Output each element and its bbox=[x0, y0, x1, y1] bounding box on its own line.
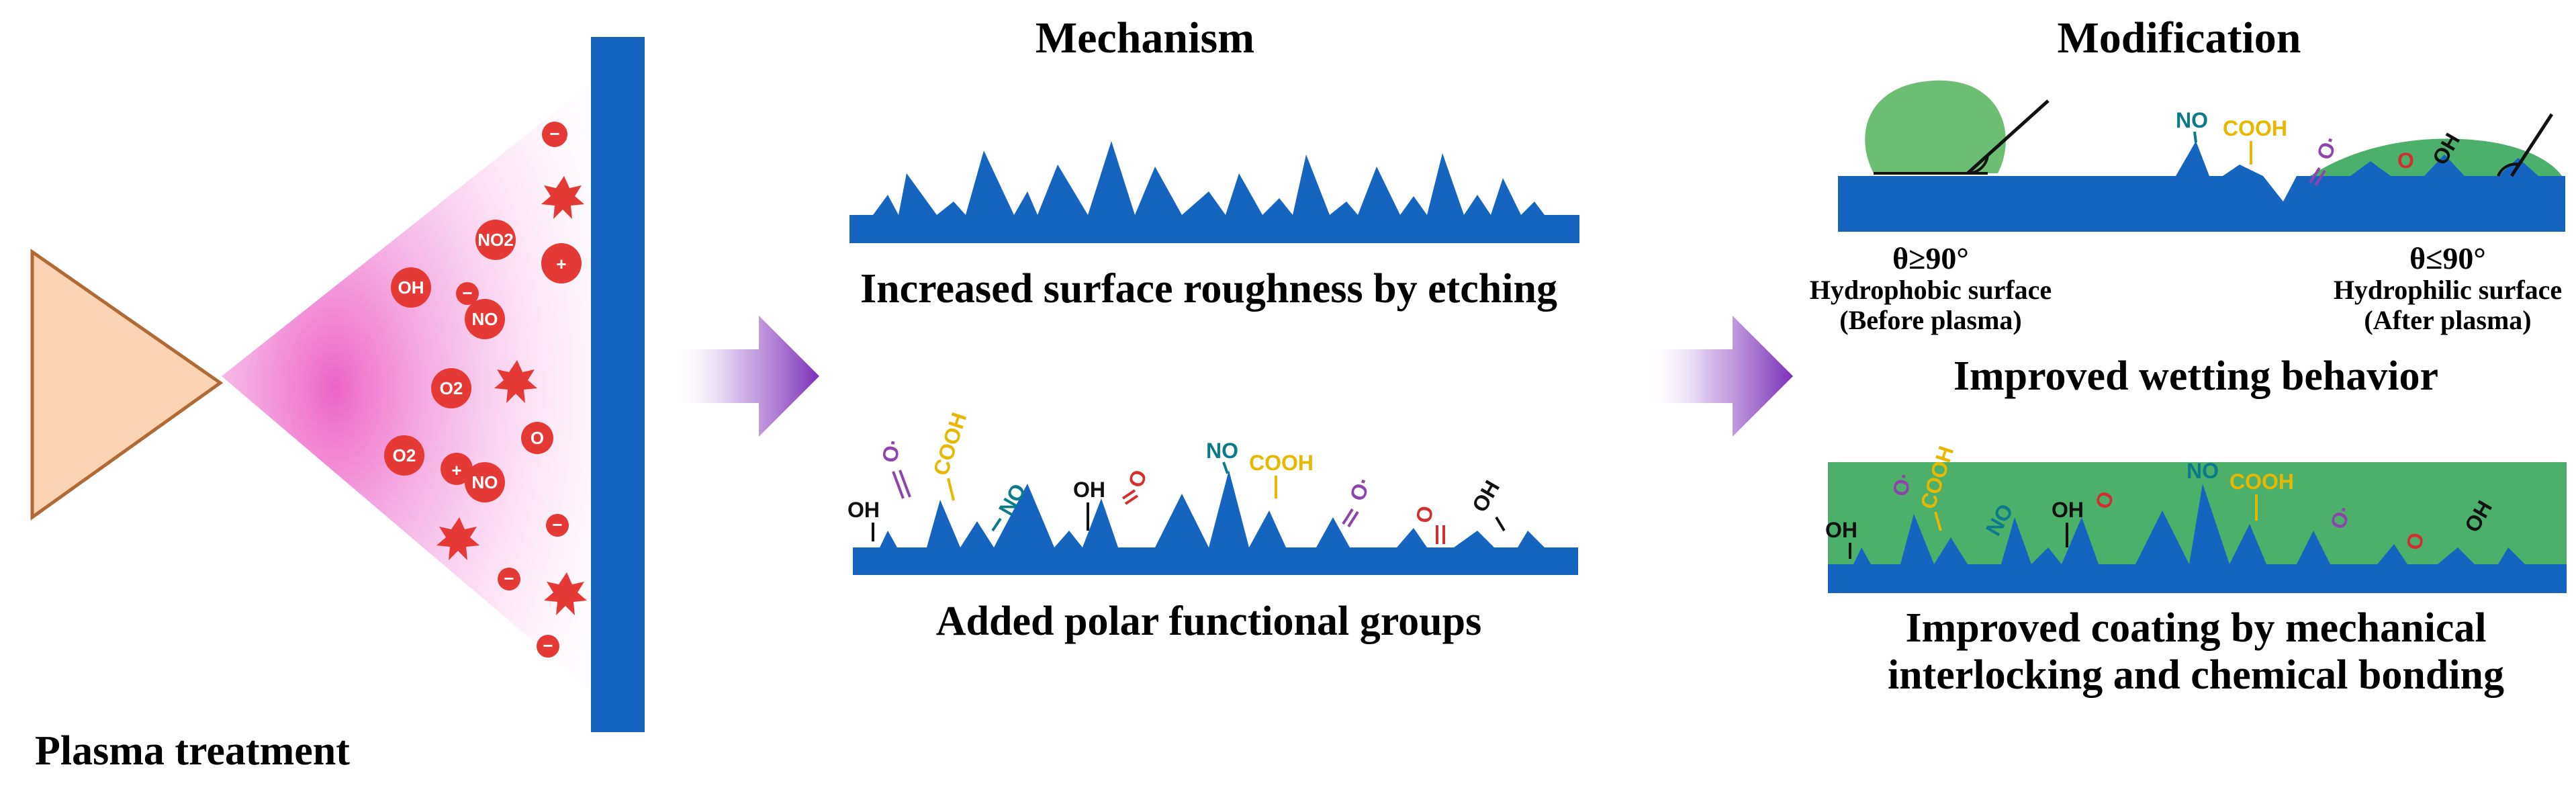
ion-oh: OH bbox=[391, 267, 431, 308]
functionalized-surface bbox=[853, 470, 1578, 575]
bond bbox=[1342, 508, 1354, 525]
hydrophobic-note: (Before plasma) bbox=[1839, 305, 2021, 335]
group-o: O bbox=[2401, 531, 2428, 551]
hydrophilic-note: (After plasma) bbox=[2364, 305, 2531, 335]
bond bbox=[1121, 489, 1136, 500]
plasma-nozzle bbox=[30, 249, 224, 521]
substrate-plate bbox=[591, 37, 645, 732]
ion-no: NO bbox=[465, 299, 505, 339]
group-o: O bbox=[2397, 148, 2414, 173]
roughness-caption: Increased surface roughness by etching bbox=[860, 266, 1557, 312]
plasma-title: Plasma treatment bbox=[35, 728, 350, 774]
ion-o2-label: O2 bbox=[393, 445, 416, 466]
hydrophobic-angle: θ≥90° bbox=[1892, 241, 1969, 275]
group-oh: OH bbox=[1825, 518, 1857, 542]
bond bbox=[892, 471, 905, 499]
ion-o2: O2 bbox=[384, 435, 424, 476]
group-o: O bbox=[1411, 504, 1438, 525]
ion-minus: − bbox=[537, 635, 559, 658]
bond bbox=[2314, 169, 2326, 187]
radical-burst bbox=[544, 572, 587, 615]
bond bbox=[2193, 131, 2197, 143]
ion-o: O bbox=[521, 422, 553, 454]
ion-minus: − bbox=[542, 122, 567, 147]
plasma-cone bbox=[222, 57, 625, 719]
ion-no-label: NO bbox=[472, 309, 498, 329]
ion-minus-label: − bbox=[462, 283, 472, 303]
group-no: NO bbox=[2187, 459, 2219, 483]
arrow-right bbox=[1645, 316, 1793, 437]
bond bbox=[2309, 167, 2321, 184]
ion-o2: O2 bbox=[431, 368, 471, 408]
group-oh: OH bbox=[1073, 478, 1105, 502]
bond bbox=[1222, 461, 1229, 474]
coated-substrate bbox=[1828, 484, 2567, 593]
group-oh: OH bbox=[1467, 476, 1504, 517]
contact-tangent bbox=[2510, 113, 2554, 177]
group-cooh: COOH bbox=[928, 410, 971, 478]
group-no: NO bbox=[1206, 439, 1238, 463]
contact-tangent bbox=[1966, 99, 2050, 175]
ion-o2-label: O2 bbox=[440, 378, 463, 398]
ion-minus-label: − bbox=[552, 515, 562, 535]
bond bbox=[1495, 516, 1506, 532]
angle-arc bbox=[1967, 154, 1989, 175]
rough-surface bbox=[849, 141, 1579, 243]
coating-caption-line2: interlocking and chemical bonding bbox=[1888, 652, 2504, 698]
ion-minus-label: − bbox=[504, 568, 514, 588]
polar-caption: Added polar functional groups bbox=[936, 598, 1482, 644]
bond bbox=[899, 470, 911, 498]
wetting-caption: Improved wetting behavior bbox=[1953, 353, 2438, 399]
group-oh: OH bbox=[2052, 498, 2084, 522]
ion-oh-label: OH bbox=[398, 277, 424, 298]
group-o: O bbox=[1123, 467, 1152, 491]
ion-plus-label: + bbox=[556, 254, 566, 274]
angle-arc bbox=[2497, 163, 2520, 177]
ion-no: NO bbox=[465, 462, 505, 502]
ion-minus-label: − bbox=[549, 124, 559, 144]
hydrophobic-label: Hydrophobic surface bbox=[1810, 275, 2052, 305]
radical-burst bbox=[436, 517, 479, 560]
ion-no-label: NO bbox=[472, 472, 498, 492]
ion-minus-label: − bbox=[543, 635, 553, 656]
radical-burst bbox=[541, 176, 584, 219]
ion-o-label: O bbox=[531, 428, 544, 448]
ion-no2-label: NO2 bbox=[477, 230, 513, 250]
hydrophobic-droplet bbox=[1865, 80, 2006, 173]
ion-minus: − bbox=[546, 514, 569, 537]
ion-plus: + bbox=[441, 453, 473, 485]
ion-no2: NO2 bbox=[475, 220, 516, 260]
hydrophilic-label: Hydrophilic surface bbox=[2334, 275, 2562, 305]
ion-minus: − bbox=[456, 282, 479, 305]
group-oh: OH bbox=[847, 498, 880, 522]
bond bbox=[947, 478, 955, 501]
ion-minus: − bbox=[498, 568, 520, 590]
radical-burst bbox=[494, 360, 537, 403]
mechanism-title: Mechanism bbox=[1036, 13, 1254, 62]
bond bbox=[1934, 511, 1942, 531]
group-cooh: COOH bbox=[2223, 116, 2287, 140]
modification-title: Modification bbox=[2058, 13, 2301, 62]
hydrophilic-angle: θ≤90° bbox=[2409, 241, 2486, 275]
group-o-dot: O· bbox=[877, 437, 905, 464]
bond bbox=[991, 517, 1002, 532]
group-o-dot: O· bbox=[2312, 132, 2343, 163]
group-o-dot: O· bbox=[1345, 474, 1376, 504]
ion-plus-label: + bbox=[451, 460, 461, 480]
wetting-substrate bbox=[1838, 141, 2565, 232]
group-o-dot: O· bbox=[1888, 470, 1916, 498]
bond bbox=[1124, 494, 1139, 505]
coating-caption-line1: Improved coating by mechanical bbox=[1905, 605, 2486, 651]
arrow-right bbox=[672, 316, 819, 437]
ion-plus: + bbox=[541, 243, 582, 283]
group-no: NO bbox=[2176, 108, 2208, 132]
group-cooh: COOH bbox=[1249, 451, 1314, 475]
group-cooh: COOH bbox=[2229, 470, 2294, 494]
bond bbox=[1347, 511, 1359, 528]
